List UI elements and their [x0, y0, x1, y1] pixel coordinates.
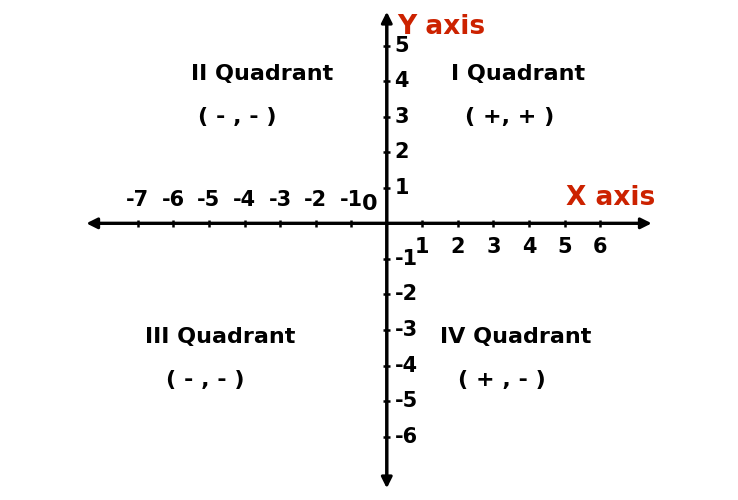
Text: 4: 4: [395, 71, 409, 91]
Text: -6: -6: [395, 426, 418, 446]
Text: ( +, + ): ( +, + ): [465, 106, 554, 126]
Text: III Quadrant: III Quadrant: [145, 327, 295, 347]
Text: 1: 1: [395, 178, 409, 198]
Text: -7: -7: [126, 190, 150, 210]
Text: -3: -3: [269, 190, 292, 210]
Text: 6: 6: [593, 237, 607, 257]
Text: 2: 2: [451, 237, 465, 257]
Text: X axis: X axis: [566, 185, 655, 211]
Text: -1: -1: [339, 190, 363, 210]
Text: -6: -6: [162, 190, 185, 210]
Text: 4: 4: [522, 237, 537, 257]
Text: 5: 5: [395, 36, 410, 56]
Text: -1: -1: [395, 249, 418, 269]
Text: ( - , - ): ( - , - ): [166, 370, 245, 390]
Text: -5: -5: [197, 190, 221, 210]
Text: II Quadrant: II Quadrant: [191, 64, 334, 84]
Text: 3: 3: [486, 237, 500, 257]
Text: 2: 2: [395, 142, 409, 162]
Text: 0: 0: [362, 194, 378, 214]
Text: 1: 1: [415, 237, 430, 257]
Text: I Quadrant: I Quadrant: [451, 64, 585, 84]
Text: -3: -3: [395, 320, 418, 340]
Text: -2: -2: [395, 284, 418, 304]
Text: Y axis: Y axis: [398, 14, 486, 40]
Text: -2: -2: [304, 190, 327, 210]
Text: -4: -4: [395, 356, 418, 376]
Text: ( + , - ): ( + , - ): [458, 370, 545, 390]
Text: -5: -5: [395, 391, 418, 411]
Text: IV Quadrant: IV Quadrant: [440, 327, 591, 347]
Text: ( - , - ): ( - , - ): [199, 106, 277, 126]
Text: 5: 5: [557, 237, 572, 257]
Text: -4: -4: [233, 190, 256, 210]
Text: 3: 3: [395, 106, 409, 126]
